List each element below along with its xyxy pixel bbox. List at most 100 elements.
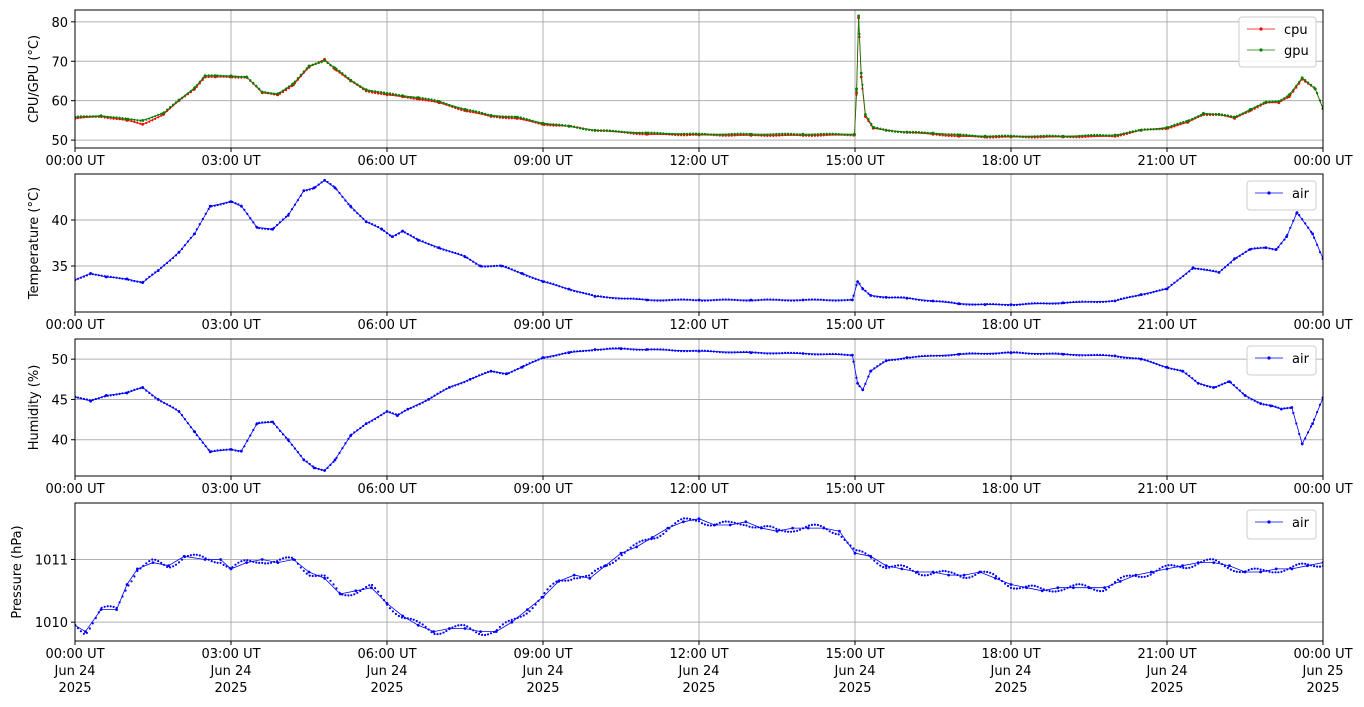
data-point <box>350 594 353 597</box>
data-point <box>1128 130 1131 134</box>
x-tick-label: 18:00 UT <box>981 647 1040 662</box>
data-point <box>1072 135 1075 138</box>
data-point <box>222 448 225 451</box>
data-point <box>1306 564 1309 568</box>
data-point <box>864 113 867 116</box>
data-point <box>1036 302 1039 305</box>
data-point <box>1179 121 1182 124</box>
data-point <box>1040 589 1044 593</box>
data-point <box>416 238 420 242</box>
data-point <box>213 561 216 564</box>
data-point <box>1125 131 1128 134</box>
data-point <box>721 520 724 524</box>
data-point <box>629 348 632 351</box>
data-point <box>650 348 653 351</box>
data-point <box>733 134 736 137</box>
data-point <box>271 227 274 231</box>
data-point <box>451 626 454 629</box>
data-point <box>828 132 831 135</box>
data-point <box>338 592 342 596</box>
data-point <box>947 133 950 136</box>
data-point <box>371 90 374 93</box>
data-point <box>1087 300 1090 303</box>
data-point <box>245 75 249 79</box>
data-point <box>374 417 377 421</box>
data-point <box>531 119 534 122</box>
data-point <box>347 203 350 206</box>
x-tick-label: 12:00 UT <box>669 318 728 333</box>
data-point <box>947 570 950 573</box>
data-point <box>677 349 680 352</box>
data-point <box>504 265 507 269</box>
data-point <box>938 570 941 573</box>
data-point <box>659 348 662 351</box>
data-point <box>442 248 445 251</box>
x-date-label: 2025 <box>526 681 559 696</box>
data-point <box>261 227 264 230</box>
data-point <box>1122 297 1125 300</box>
data-point <box>825 132 828 135</box>
data-point <box>579 576 582 579</box>
x-date-label: Jun 24 <box>54 664 96 679</box>
data-point <box>79 276 82 279</box>
data-point <box>1099 133 1102 137</box>
data-point <box>362 87 365 90</box>
data-point <box>332 460 335 463</box>
data-point <box>986 135 989 138</box>
data-point <box>1018 303 1022 306</box>
data-point <box>1081 134 1084 137</box>
data-point <box>555 354 558 357</box>
data-point <box>1102 353 1105 357</box>
data-point <box>1027 584 1030 588</box>
data-point <box>1027 352 1030 355</box>
data-point <box>252 81 255 84</box>
data-point <box>281 218 285 221</box>
data-point <box>787 351 790 354</box>
data-point <box>136 567 139 571</box>
data-point <box>1220 383 1224 386</box>
data-point <box>498 371 501 375</box>
data-point <box>382 93 386 96</box>
data-point <box>846 353 849 357</box>
data-point <box>656 299 659 302</box>
data-point <box>1045 134 1048 137</box>
x-tick-label: 03:00 UT <box>201 318 260 333</box>
data-point <box>513 117 516 120</box>
data-point <box>1268 247 1271 250</box>
data-point <box>225 75 228 78</box>
x-tick-label: 09:00 UT <box>513 482 572 497</box>
x-tick-label: 00:00 UT <box>1293 647 1352 662</box>
data-point <box>864 382 867 385</box>
data-point <box>869 294 872 297</box>
data-point <box>162 111 165 115</box>
data-point <box>130 580 133 583</box>
data-point <box>706 349 710 352</box>
data-point <box>136 280 139 283</box>
legend-label-air: air <box>1292 187 1310 202</box>
data-point <box>437 100 441 103</box>
data-point <box>374 91 377 95</box>
data-point <box>522 117 525 120</box>
data-point <box>760 133 763 136</box>
data-point <box>1069 301 1072 304</box>
data-point <box>998 303 1001 306</box>
data-point <box>1033 135 1036 138</box>
data-point <box>344 442 347 445</box>
data-point <box>1217 271 1221 274</box>
legend-marker-air <box>1267 356 1271 360</box>
y-tick-label: 35 <box>51 260 68 275</box>
x-tick-label: 00:00 UT <box>1293 482 1352 497</box>
data-point <box>781 529 784 532</box>
data-point <box>1122 356 1125 359</box>
data-point <box>957 133 961 137</box>
data-point <box>222 563 225 567</box>
data-point <box>1176 565 1179 568</box>
data-point <box>437 246 441 250</box>
data-point <box>950 134 953 138</box>
data-point <box>118 116 121 119</box>
data-point <box>638 540 641 543</box>
data-point <box>1152 128 1155 131</box>
data-point <box>546 281 549 284</box>
data-point <box>680 518 683 521</box>
data-point <box>632 131 635 134</box>
